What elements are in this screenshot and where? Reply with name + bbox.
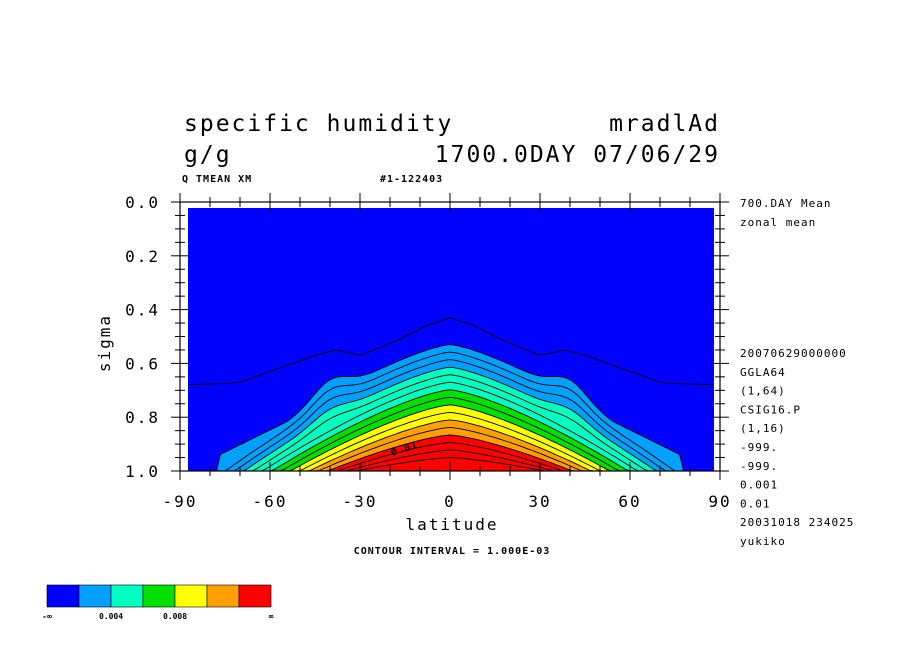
- side-info-line: zonal mean: [740, 216, 816, 229]
- colorbar-swatch: [174, 584, 208, 608]
- y-axis-label: sigma: [95, 314, 114, 372]
- contour-line-5: [242, 366, 658, 471]
- side-info-line: 700.DAY Mean: [740, 197, 831, 210]
- x-tick-label: -60: [253, 492, 288, 511]
- x-tick-label: 90: [708, 492, 731, 511]
- y-tick-label: 1.0: [125, 462, 160, 481]
- x-tick-label: 30: [528, 492, 551, 511]
- y-tick-label: 0.8: [125, 408, 160, 427]
- side-info-line: (1,16): [740, 422, 786, 435]
- contour-line-17: [355, 457, 545, 471]
- side-info: 700.DAY Mean zonal mean 20070629000000 GGLA…: [740, 197, 854, 548]
- color-bar: -∞ 0.004 0.008 ∞: [42, 584, 274, 621]
- side-info-line: GGLA64: [740, 366, 786, 379]
- contour-line-16: [346, 449, 554, 471]
- side-info-line: -999.: [740, 460, 778, 473]
- colorbar-swatch: [46, 584, 80, 608]
- chart-title: specific humidity: [184, 111, 453, 137]
- colorbar-label: 0.004: [99, 612, 123, 621]
- axis-ticks: [171, 193, 729, 480]
- contour-line-13: [314, 426, 586, 471]
- colorbar-swatch: [206, 584, 240, 608]
- colorbar-swatch: [238, 584, 272, 608]
- contour-line-11: [296, 411, 604, 471]
- side-info-line: yukiko: [740, 535, 786, 548]
- contour-fills: [188, 208, 714, 471]
- contour-line-9: [278, 396, 622, 471]
- colorbar-swatch: [78, 584, 112, 608]
- side-info-line: -999.: [740, 441, 778, 454]
- units-label: g/g: [184, 142, 232, 168]
- x-tick-label: 60: [618, 492, 641, 511]
- side-info-line: 0.01: [740, 497, 771, 510]
- contour-line-4: [233, 359, 667, 471]
- contour-line-7: [260, 381, 640, 471]
- experiment-name: mradlAd: [609, 111, 720, 137]
- run-id-label: #1-122403: [380, 174, 443, 185]
- contour-lines: [188, 317, 714, 471]
- colorbar-swatch: [142, 584, 176, 608]
- variable-label: Q TMEAN XM: [182, 174, 252, 185]
- contour-line-2: [215, 344, 685, 471]
- colorbar-swatch: [110, 584, 144, 608]
- colorbar-label: ∞: [269, 612, 274, 621]
- x-axis-label: latitude: [405, 515, 498, 534]
- x-tick-label: -90: [163, 492, 198, 511]
- x-tick-label: 0: [444, 492, 456, 511]
- contour-line-10: [287, 404, 613, 471]
- side-info-line: 20031018 234025: [740, 516, 854, 529]
- y-tick-label: 0.0: [125, 193, 160, 212]
- contour-line-3: [224, 351, 676, 471]
- x-tick-labels: -90 -60 -30 0 30 60 90: [163, 492, 731, 511]
- contour-line-12: [305, 419, 595, 471]
- date-label: 1700.0DAY 07/06/29: [435, 142, 720, 168]
- y-tick-label: 0.2: [125, 247, 160, 266]
- side-info-line: (1,64): [740, 385, 786, 398]
- x-tick-label: -30: [343, 492, 378, 511]
- contour-line-8: [269, 389, 631, 471]
- contour-line-14: [323, 434, 577, 471]
- contour-line-6: [251, 374, 649, 471]
- y-tick-label: 0.6: [125, 354, 160, 373]
- y-tick-labels: 0.0 0.2 0.4 0.6 0.8 1.0: [125, 193, 160, 481]
- side-info-line: 20070629000000: [740, 347, 847, 360]
- colorbar-label: 0.008: [163, 612, 187, 621]
- colorbar-label: -∞: [42, 612, 52, 621]
- contour-interval-note: CONTOUR INTERVAL = 1.000E-03: [354, 546, 551, 557]
- y-tick-label: 0.4: [125, 301, 160, 320]
- side-info-line: CSIG16.P: [740, 403, 801, 416]
- side-info-line: 0.001: [740, 479, 778, 492]
- contour-line-1: [188, 317, 714, 386]
- contour-line-15: [337, 442, 563, 471]
